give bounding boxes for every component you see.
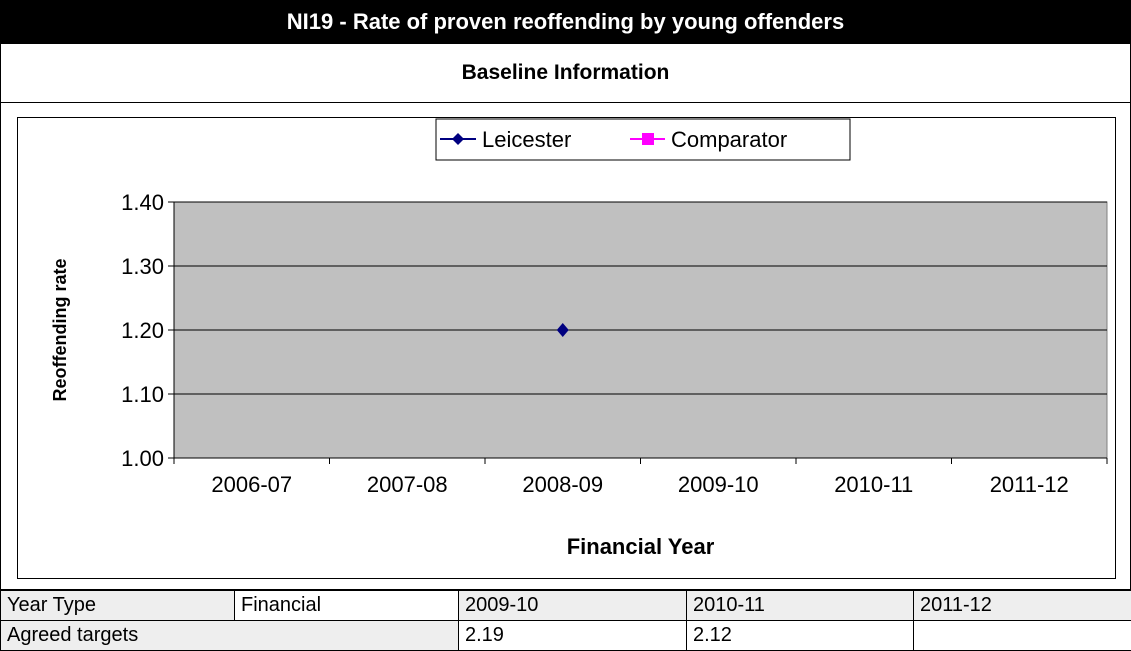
x-tick-label: 2006-07	[211, 472, 292, 497]
legend-label-comparator: Comparator	[671, 127, 787, 152]
y-tick-label: 1.10	[121, 382, 164, 407]
x-tick-label: 2007-08	[367, 472, 448, 497]
target-value-2: 2.12	[687, 621, 914, 651]
y-tick-label: 1.20	[121, 318, 164, 343]
year-col-3: 2011-12	[914, 591, 1131, 621]
legend: Leicester Comparator	[436, 119, 850, 160]
line-chart: Leicester Comparator 1.00 1.10 1.20 1.30 1.4…	[18, 118, 1115, 578]
x-tick-label: 2008-09	[522, 472, 603, 497]
row-label-agreed-targets: Agreed targets	[1, 621, 459, 651]
square-marker-icon	[642, 133, 654, 145]
x-axis-title: Financial Year	[567, 534, 715, 559]
year-col-2: 2010-11	[687, 591, 914, 621]
target-value-3	[914, 621, 1131, 651]
chart-area: Leicester Comparator 1.00 1.10 1.20 1.30 1.4…	[17, 117, 1116, 579]
page-subtitle: Baseline Information	[0, 44, 1131, 102]
legend-label-leicester: Leicester	[482, 127, 571, 152]
x-tick-label: 2010-11	[834, 472, 913, 497]
y-tick-label: 1.00	[121, 446, 164, 471]
y-axis-title: Reoffending rate	[50, 258, 70, 401]
chart-frame: Leicester Comparator 1.00 1.10 1.20 1.30 1.4…	[0, 102, 1131, 590]
x-tick-label: 2009-10	[678, 472, 759, 497]
y-tick-label: 1.40	[121, 190, 164, 215]
y-tick-label: 1.30	[121, 254, 164, 279]
page-title: NI19 - Rate of proven reoffending by you…	[0, 0, 1131, 44]
row-label-year-type: Year Type	[1, 591, 235, 621]
x-axis: 2006-07 2007-08 2008-09 2009-10 2010-11 2011-…	[174, 458, 1107, 497]
table-row-agreed-targets: Agreed targets 2.19 2.12	[1, 621, 1131, 651]
table-row-year-type: Year Type Financial 2009-10 2010-11 2011…	[1, 591, 1131, 621]
target-value-1: 2.19	[459, 621, 687, 651]
year-type-value: Financial	[235, 591, 459, 621]
x-tick-label: 2011-12	[990, 472, 1069, 497]
y-axis: 1.00 1.10 1.20 1.30 1.40	[121, 190, 174, 471]
targets-table: Year Type Financial 2009-10 2010-11 2011…	[0, 590, 1131, 651]
year-col-1: 2009-10	[459, 591, 687, 621]
